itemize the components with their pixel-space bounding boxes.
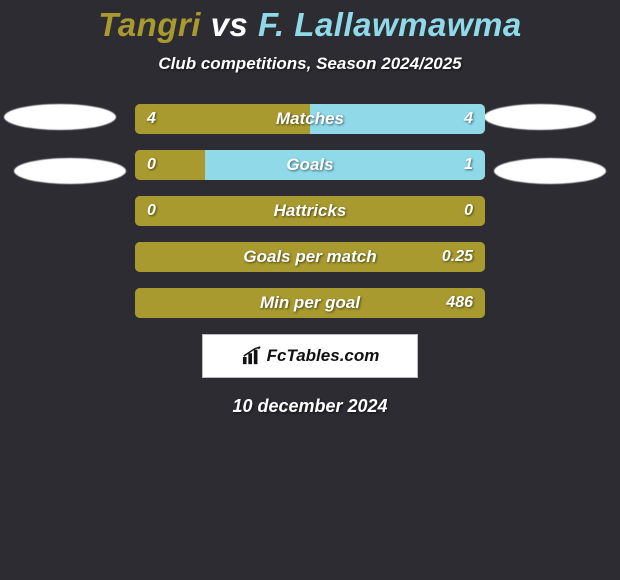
stat-row: Min per goal486 bbox=[135, 288, 485, 318]
player-shadow-left-1 bbox=[14, 158, 126, 184]
player-shadow-left-0 bbox=[4, 104, 116, 130]
stat-value-left: 0 bbox=[147, 150, 156, 180]
stat-label: Matches bbox=[135, 104, 485, 134]
brand-box: FcTables.com bbox=[202, 334, 418, 378]
stats-arena: Matches44Goals01Hattricks00Goals per mat… bbox=[0, 104, 620, 318]
stat-value-left: 0 bbox=[147, 196, 156, 226]
title-p1: Tangri bbox=[98, 6, 201, 43]
stat-label: Goals per match bbox=[135, 242, 485, 272]
stat-value-right: 4 bbox=[464, 104, 473, 134]
stat-label: Goals bbox=[135, 150, 485, 180]
stat-value-right: 1 bbox=[464, 150, 473, 180]
stat-row: Goals0 1 bbox=[135, 150, 485, 180]
stat-label: Min per goal bbox=[135, 288, 485, 318]
page-title: Tangri vs F. Lallawmawma bbox=[0, 0, 620, 44]
title-vs: vs bbox=[201, 6, 258, 43]
stat-label: Hattricks bbox=[135, 196, 485, 226]
title-p2: F. Lallawmawma bbox=[258, 6, 522, 43]
stat-row: Goals per match0.25 bbox=[135, 242, 485, 272]
player-shadow-right-2 bbox=[484, 104, 596, 130]
player-shadow-right-3 bbox=[494, 158, 606, 184]
stat-value-left: 4 bbox=[147, 104, 156, 134]
subtitle: Club competitions, Season 2024/2025 bbox=[0, 54, 620, 74]
brand-text: FcTables.com bbox=[267, 346, 380, 366]
bar-chart-icon bbox=[241, 346, 263, 366]
date-text: 10 december 2024 bbox=[0, 396, 620, 417]
stat-value-right: 0 bbox=[464, 196, 473, 226]
stat-row: Hattricks0 0 bbox=[135, 196, 485, 226]
stat-row: Matches4 4 bbox=[135, 104, 485, 134]
stat-value-right: 486 bbox=[446, 288, 473, 318]
stat-value-right: 0.25 bbox=[442, 242, 473, 272]
